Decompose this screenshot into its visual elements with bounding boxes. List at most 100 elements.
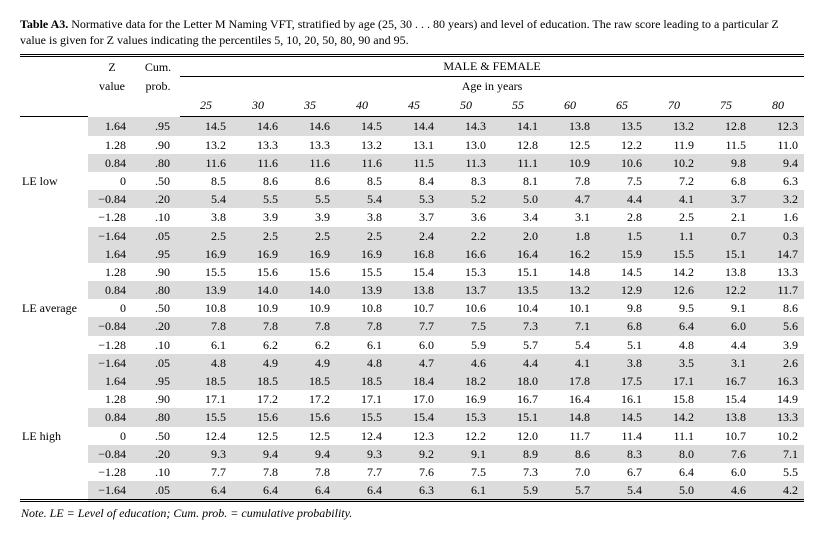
cell: 8.6 <box>284 172 336 190</box>
table-row: −1.64.056.46.46.46.46.36.15.95.75.45.04.… <box>20 481 804 501</box>
cell: 9.3 <box>336 445 388 463</box>
cell: 14.6 <box>284 117 336 136</box>
cell: 3.5 <box>648 354 700 372</box>
caption-label: Table A3. <box>20 17 68 31</box>
z-value: −1.64 <box>88 481 136 501</box>
cell: 11.1 <box>648 427 700 445</box>
cell: 5.9 <box>492 481 544 501</box>
cell: 16.2 <box>544 245 596 263</box>
cell: 18.2 <box>440 372 492 390</box>
age-col-55: 55 <box>492 96 544 117</box>
cell: 7.8 <box>232 463 284 481</box>
cell: 17.2 <box>232 390 284 408</box>
cell: 13.5 <box>596 117 648 136</box>
cell: 6.3 <box>388 481 440 501</box>
cell: 12.4 <box>180 427 232 445</box>
cell: 11.0 <box>752 136 804 154</box>
table-caption: Table A3. Normative data for the Letter … <box>20 16 802 48</box>
cell: 15.1 <box>700 245 752 263</box>
footnote-text: LE = Level of education; Cum. prob. = cu… <box>47 506 353 520</box>
table-header: Z Cum. MALE & FEMALE value prob. Age in … <box>20 56 804 117</box>
cell: 3.9 <box>284 208 336 226</box>
cell: 2.5 <box>180 227 232 245</box>
cell: 6.0 <box>700 463 752 481</box>
cell: 4.4 <box>700 336 752 354</box>
cell: 5.9 <box>440 336 492 354</box>
age-col-50: 50 <box>440 96 492 117</box>
cell: 17.1 <box>336 390 388 408</box>
age-col-80: 80 <box>752 96 804 117</box>
cell: 1.5 <box>596 227 648 245</box>
cell: 10.6 <box>596 154 648 172</box>
cell: 2.4 <box>388 227 440 245</box>
cell: 7.8 <box>180 317 232 335</box>
z-value: 1.64 <box>88 372 136 390</box>
cell: 4.7 <box>544 190 596 208</box>
cell: 10.7 <box>700 427 752 445</box>
cell: 16.9 <box>232 245 284 263</box>
cell: 7.7 <box>388 317 440 335</box>
cell: 5.4 <box>596 481 648 501</box>
age-col-40: 40 <box>336 96 388 117</box>
cell: 16.9 <box>336 245 388 263</box>
z-value: −1.64 <box>88 354 136 372</box>
cell: 12.8 <box>492 136 544 154</box>
cell: 4.1 <box>544 354 596 372</box>
cell: 8.6 <box>232 172 284 190</box>
cell: 4.2 <box>752 481 804 501</box>
cell: 6.2 <box>284 336 336 354</box>
z-value: 0.84 <box>88 154 136 172</box>
table-row: 0.5010.810.910.910.810.710.610.410.19.89… <box>20 299 804 317</box>
cell: 6.4 <box>232 481 284 501</box>
cell: 13.7 <box>440 281 492 299</box>
cell: 2.5 <box>336 227 388 245</box>
cell: 18.5 <box>336 372 388 390</box>
cell: 15.4 <box>388 408 440 426</box>
cell: 6.4 <box>336 481 388 501</box>
table-row: −1.28.103.83.93.93.83.73.63.43.12.82.52.… <box>20 208 804 226</box>
cell: 8.1 <box>492 172 544 190</box>
cell: 15.6 <box>284 263 336 281</box>
cell: 15.5 <box>180 263 232 281</box>
cell: 14.2 <box>648 263 700 281</box>
cell: 10.4 <box>492 299 544 317</box>
cum-prob: .90 <box>136 390 180 408</box>
z-value: −0.84 <box>88 317 136 335</box>
cell: 13.3 <box>284 136 336 154</box>
cell: 3.9 <box>232 208 284 226</box>
cell: 12.9 <box>596 281 648 299</box>
cell: 5.5 <box>284 190 336 208</box>
footnote-lead: Note. <box>21 506 47 520</box>
table-row: 1.28.9013.213.313.313.213.113.012.812.51… <box>20 136 804 154</box>
cum-prob: .95 <box>136 117 180 136</box>
cell: 17.1 <box>648 372 700 390</box>
cell: 16.9 <box>440 390 492 408</box>
cell: 12.5 <box>284 427 336 445</box>
cell: 4.1 <box>648 190 700 208</box>
age-col-25: 25 <box>180 96 232 117</box>
cell: 2.8 <box>596 208 648 226</box>
cum-prob: .10 <box>136 208 180 226</box>
cell: 1.8 <box>544 227 596 245</box>
age-col-45: 45 <box>388 96 440 117</box>
cell: 13.8 <box>544 117 596 136</box>
z-header-top: Z <box>88 56 136 77</box>
cell: 12.5 <box>232 427 284 445</box>
table-row: 1.28.9015.515.615.615.515.415.315.114.81… <box>20 263 804 281</box>
z-value: −1.28 <box>88 208 136 226</box>
cell: 8.5 <box>180 172 232 190</box>
cell: 18.0 <box>492 372 544 390</box>
cell: 18.5 <box>180 372 232 390</box>
cell: 12.5 <box>544 136 596 154</box>
cell: 2.5 <box>648 208 700 226</box>
table-row: −1.64.052.52.52.52.52.42.22.01.81.51.10.… <box>20 227 804 245</box>
cum-prob: .05 <box>136 481 180 501</box>
cell: 6.1 <box>336 336 388 354</box>
cell: 13.8 <box>388 281 440 299</box>
cell: 9.8 <box>596 299 648 317</box>
cell: 8.4 <box>388 172 440 190</box>
cell: 3.9 <box>752 336 804 354</box>
cum-prob: .80 <box>136 281 180 299</box>
cell: 7.5 <box>596 172 648 190</box>
cell: 7.6 <box>700 445 752 463</box>
